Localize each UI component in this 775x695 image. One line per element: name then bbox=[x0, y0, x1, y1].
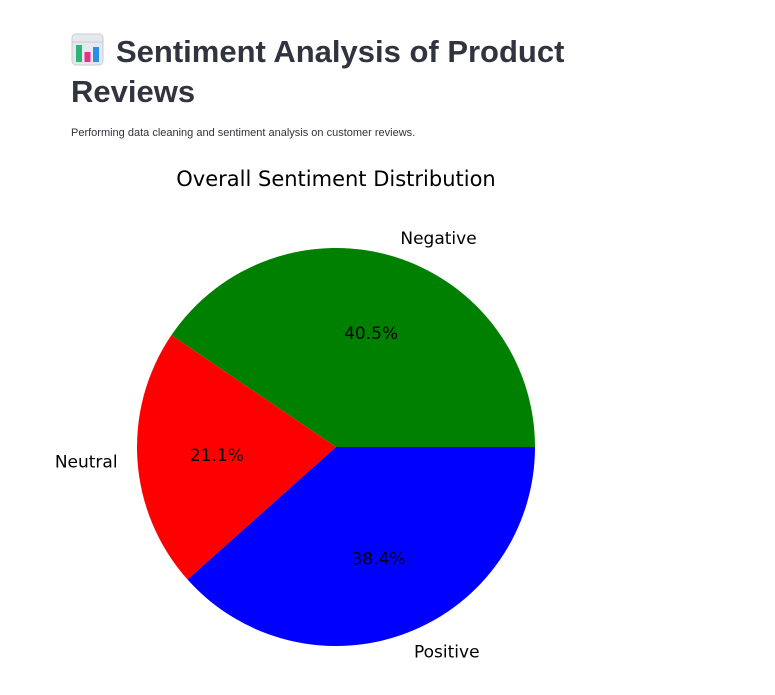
pie-value-label-positive: 38.4% bbox=[352, 550, 406, 570]
page-title-text: Sentiment Analysis of Product Reviews bbox=[71, 34, 565, 109]
pie-slices bbox=[137, 248, 536, 646]
page-header: Sentiment Analysis of Product Reviews bbox=[71, 32, 591, 112]
pie-value-label-negative: 40.5% bbox=[344, 324, 398, 344]
pie-slice-negative bbox=[171, 248, 536, 447]
page-title: Sentiment Analysis of Product Reviews bbox=[71, 32, 591, 112]
pie-slice-positive bbox=[187, 447, 535, 646]
pie-category-label-neutral: Neutral bbox=[55, 452, 118, 472]
pie-value-label-neutral: 21.1% bbox=[190, 446, 244, 466]
pie-labels: 40.5% Negative 21.1% Neutral 38.4% Positive bbox=[55, 229, 480, 663]
pie-category-label-negative: Negative bbox=[400, 229, 476, 249]
bar-chart-icon bbox=[71, 33, 104, 66]
chart-title: Overall Sentiment Distribution bbox=[176, 167, 495, 191]
pie-category-label-positive: Positive bbox=[414, 643, 480, 663]
page-subtitle: Performing data cleaning and sentiment a… bbox=[71, 127, 416, 139]
pie-slice-neutral bbox=[137, 335, 336, 580]
